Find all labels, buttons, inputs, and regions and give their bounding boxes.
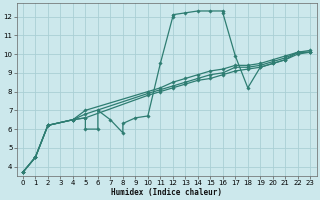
X-axis label: Humidex (Indice chaleur): Humidex (Indice chaleur) (111, 188, 222, 197)
